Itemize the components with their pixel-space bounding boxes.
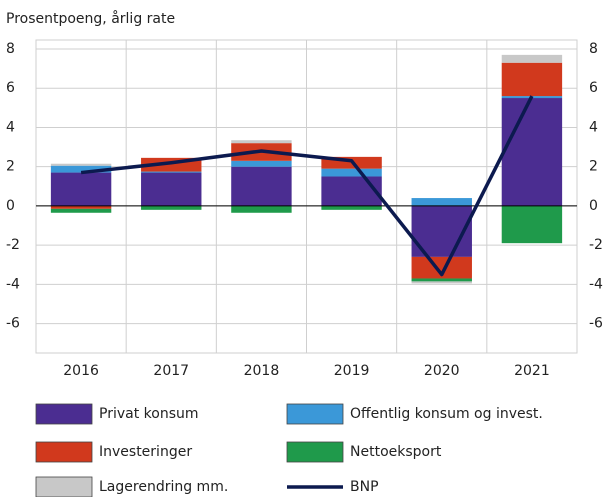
bar-segment <box>321 176 382 206</box>
y2-tick-label: 6 <box>589 80 598 96</box>
bar-segment <box>50 172 112 206</box>
bar-segment <box>231 205 292 213</box>
y-tick-label: 0 <box>6 198 15 214</box>
legend-label: Nettoeksport <box>350 444 442 460</box>
y2-tick-label: -6 <box>589 316 603 332</box>
legend-swatch <box>35 441 93 463</box>
bar-segment <box>411 198 472 206</box>
y2-tick-label: 8 <box>589 41 598 57</box>
legend-label: Offentlig konsum og invest. <box>350 406 543 422</box>
bar-segment <box>141 172 202 206</box>
bar-segment <box>501 54 563 63</box>
line-series <box>80 95 534 277</box>
x-tick-label: 2020 <box>424 363 460 379</box>
legend-label: Investeringer <box>99 444 192 460</box>
x-tick-label: 2016 <box>63 363 99 379</box>
y2-tick-label: 0 <box>589 198 598 214</box>
bar-segment <box>141 205 202 210</box>
legend-label: Privat konsum <box>99 406 199 422</box>
bar-segment <box>411 278 472 282</box>
legend-swatch <box>286 403 344 425</box>
y-tick-label: -4 <box>6 276 20 292</box>
x-tick-label: 2018 <box>244 363 280 379</box>
y-tick-label: 4 <box>6 119 15 135</box>
y-tick-label: -2 <box>6 237 20 253</box>
legend-label: Lagerendring mm. <box>99 479 228 495</box>
chart-title: Prosentpoeng, årlig rate <box>6 10 175 27</box>
legend-swatch <box>35 476 93 497</box>
bar-segment <box>321 205 382 210</box>
x-tick-label: 2021 <box>514 363 550 379</box>
y2-tick-label: -4 <box>589 276 603 292</box>
legend-swatch <box>286 441 344 463</box>
y-tick-label: 2 <box>6 159 15 175</box>
bar-segment <box>231 166 292 206</box>
bar-segment <box>50 205 112 209</box>
bar-segment <box>141 171 202 173</box>
bar-segment <box>231 160 292 167</box>
bar-segment <box>50 163 112 166</box>
x-tick-label: 2017 <box>153 363 189 379</box>
y2-tick-label: -2 <box>589 237 603 253</box>
bar-segment <box>411 256 472 279</box>
y-tick-label: 8 <box>6 41 15 57</box>
legend-swatch <box>35 403 93 425</box>
y2-tick-label: 2 <box>589 159 598 175</box>
bar-segment <box>501 98 563 206</box>
bar-segment <box>501 205 563 244</box>
bar-segment <box>50 208 112 213</box>
y2-tick-label: 4 <box>589 119 598 135</box>
bar-segment <box>231 140 292 144</box>
legend-label: BNP <box>350 479 379 495</box>
bar-segment <box>411 281 472 284</box>
y-tick-label: 6 <box>6 80 15 96</box>
bar-segment <box>501 62 563 97</box>
bar-segment <box>50 165 112 173</box>
x-tick-label: 2019 <box>334 363 370 379</box>
y-tick-label: -6 <box>6 316 20 332</box>
bar-segment <box>321 168 382 177</box>
